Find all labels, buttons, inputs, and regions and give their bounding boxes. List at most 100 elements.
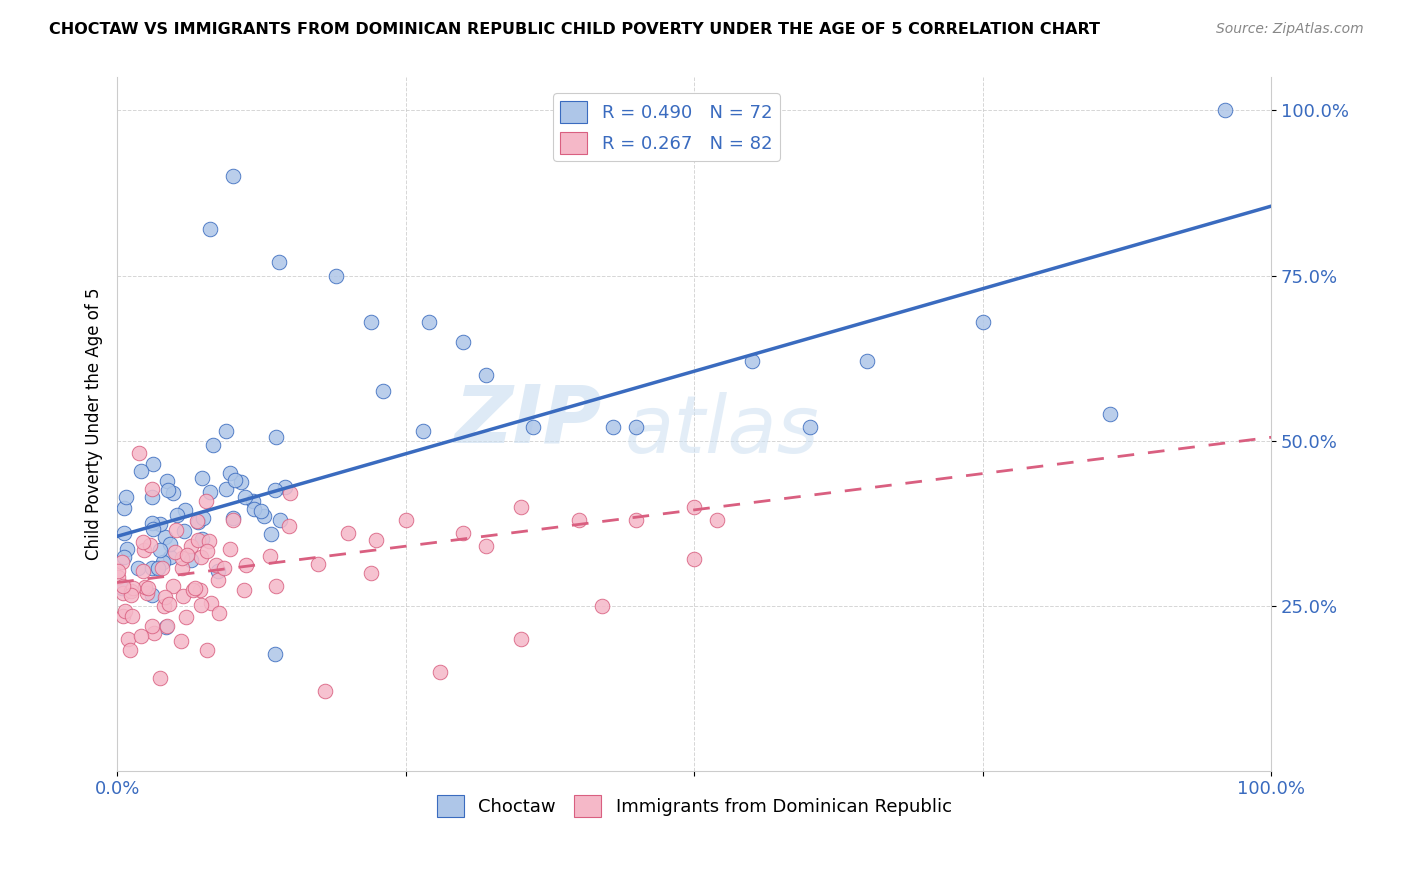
Point (141, 619, 163, 633)
Point (207, 564, 229, 578)
Point (273, 480, 295, 494)
Point (475, 539, 498, 553)
Point (141, 482, 163, 496)
Point (307, 557, 329, 571)
Point (253, 508, 276, 523)
Point (233, 582, 256, 597)
Point (139, 538, 162, 552)
Point (364, 533, 387, 548)
Point (229, 475, 252, 489)
Point (127, 561, 149, 575)
Point (142, 522, 165, 536)
Point (117, 632, 139, 646)
Point (453, 526, 475, 541)
Point (183, 581, 205, 595)
Point (141, 516, 163, 530)
Point (156, 619, 179, 633)
Point (156, 483, 179, 498)
Point (453, 334, 475, 349)
Point (195, 494, 218, 508)
Point (336, 526, 359, 541)
Point (198, 484, 221, 499)
Point (149, 671, 172, 685)
Point (221, 169, 243, 184)
Point (626, 420, 648, 434)
Point (683, 552, 706, 566)
Text: Source: ZipAtlas.com: Source: ZipAtlas.com (1216, 22, 1364, 37)
Point (191, 471, 214, 485)
Point (314, 684, 336, 698)
Point (141, 561, 163, 575)
Point (156, 475, 179, 489)
Point (263, 647, 285, 661)
Point (418, 315, 440, 329)
Point (190, 550, 212, 565)
Point (159, 537, 181, 551)
Point (190, 598, 212, 612)
Point (162, 485, 184, 500)
Point (1213, 103, 1236, 118)
Point (155, 531, 177, 545)
Point (152, 555, 174, 569)
Point (259, 549, 281, 564)
Point (165, 545, 187, 559)
Point (205, 558, 228, 573)
Point (191, 532, 214, 546)
Point (1098, 407, 1121, 421)
Point (141, 490, 163, 504)
Point (395, 513, 418, 527)
Point (159, 549, 181, 564)
Y-axis label: Child Poverty Under the Age of 5: Child Poverty Under the Age of 5 (86, 288, 103, 560)
Point (198, 534, 221, 549)
Point (219, 542, 242, 557)
Point (120, 584, 142, 599)
Point (188, 583, 211, 598)
Point (180, 552, 202, 566)
Point (219, 467, 242, 481)
Point (856, 354, 879, 368)
Point (149, 517, 172, 532)
Point (112, 526, 135, 541)
Point (146, 561, 169, 575)
Point (222, 511, 245, 525)
Point (176, 549, 198, 563)
Point (129, 629, 152, 643)
Point (107, 570, 129, 584)
Point (510, 500, 533, 514)
Point (522, 420, 544, 434)
Point (198, 222, 221, 236)
Point (155, 620, 177, 634)
Point (132, 535, 155, 549)
Point (741, 354, 763, 368)
Point (264, 579, 287, 593)
Point (153, 590, 176, 604)
Point (972, 315, 994, 329)
Point (115, 490, 138, 504)
Point (264, 430, 287, 444)
Point (187, 533, 209, 547)
Point (212, 561, 235, 575)
Point (136, 581, 159, 595)
Legend: Choctaw, Immigrants from Dominican Republic: Choctaw, Immigrants from Dominican Repub… (430, 788, 959, 824)
Point (120, 588, 142, 602)
Point (172, 551, 194, 566)
Text: atlas: atlas (624, 392, 820, 470)
Point (170, 633, 193, 648)
Point (187, 515, 209, 529)
Point (121, 609, 143, 624)
Point (264, 483, 287, 497)
Point (360, 566, 382, 580)
Point (172, 561, 194, 575)
Point (115, 541, 138, 556)
Point (165, 523, 187, 537)
Point (626, 513, 648, 527)
Point (135, 586, 157, 600)
Point (242, 494, 264, 508)
Point (278, 486, 301, 500)
Point (114, 501, 136, 516)
Point (128, 446, 150, 460)
Point (129, 464, 152, 478)
Point (412, 424, 434, 438)
Point (207, 573, 229, 587)
Point (215, 482, 238, 496)
